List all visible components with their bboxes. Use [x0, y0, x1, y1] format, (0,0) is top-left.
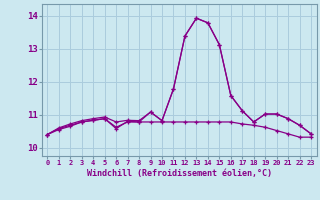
X-axis label: Windchill (Refroidissement éolien,°C): Windchill (Refroidissement éolien,°C) [87, 169, 272, 178]
